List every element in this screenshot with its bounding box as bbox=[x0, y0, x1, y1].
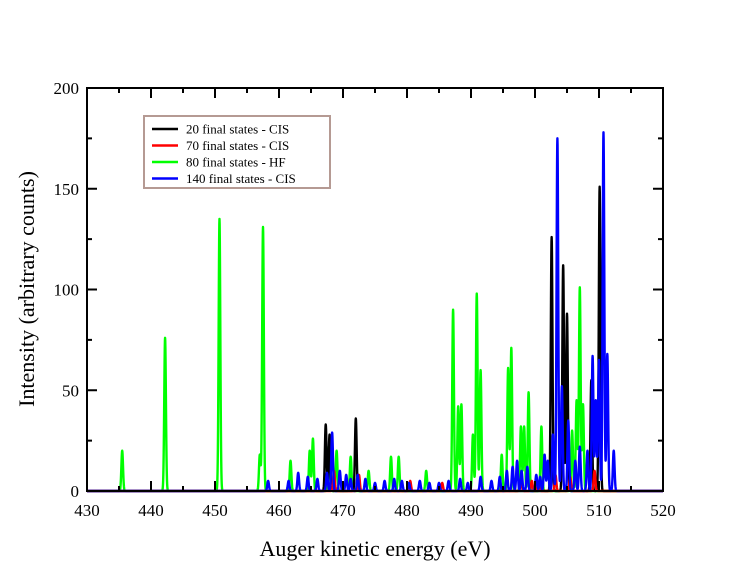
y-axis-title: Intensity (arbitrary counts) bbox=[14, 171, 39, 407]
x-tick-label: 500 bbox=[522, 501, 548, 520]
x-tick-label: 520 bbox=[650, 501, 676, 520]
x-tick-label: 470 bbox=[330, 501, 356, 520]
x-tick-label: 480 bbox=[394, 501, 420, 520]
legend-item: 80 final states - HF bbox=[152, 155, 286, 170]
legend-item: 140 final states - CIS bbox=[152, 171, 296, 186]
y-tick-label: 0 bbox=[71, 482, 80, 501]
y-tick-label: 150 bbox=[54, 180, 80, 199]
x-tick-label: 430 bbox=[74, 501, 100, 520]
x-axis-title: Auger kinetic energy (eV) bbox=[259, 536, 490, 561]
x-tick-label: 490 bbox=[458, 501, 484, 520]
y-tick-label: 200 bbox=[54, 79, 80, 98]
x-tick-label: 450 bbox=[202, 501, 228, 520]
tick-labels-layer: 430 440 450 460 470 480 490 500 510 520 0 50 100 150 2… bbox=[54, 79, 676, 520]
legend-label: 80 final states - HF bbox=[186, 155, 286, 170]
legend-item: 20 final states - CIS bbox=[152, 122, 289, 137]
legend-label: 70 final states - CIS bbox=[186, 138, 289, 153]
x-tick-label: 510 bbox=[586, 501, 612, 520]
y-tick-label: 100 bbox=[54, 281, 80, 300]
x-tick-label: 440 bbox=[138, 501, 164, 520]
ticks-layer bbox=[86, 87, 664, 492]
x-tick-label: 460 bbox=[266, 501, 292, 520]
legend-item: 70 final states - CIS bbox=[152, 138, 289, 153]
legend-label: 140 final states - CIS bbox=[186, 171, 296, 186]
legend-label: 20 final states - CIS bbox=[186, 122, 289, 137]
series-line-1 bbox=[85, 217, 665, 493]
y-tick-label: 50 bbox=[62, 381, 79, 400]
